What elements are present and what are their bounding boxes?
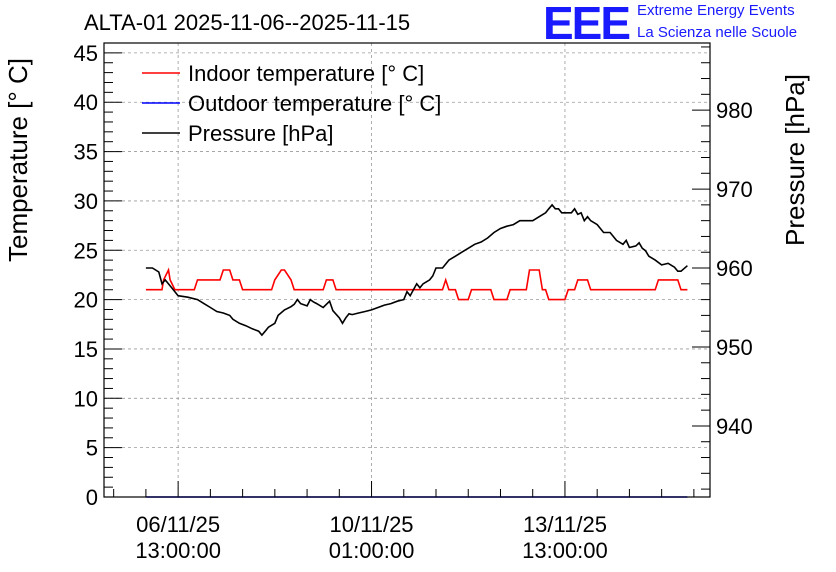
y-tick-label: 15 xyxy=(74,337,98,362)
y-tick-label: 40 xyxy=(74,90,98,115)
y-tick-label: 10 xyxy=(74,386,98,411)
y2-axis-label: Pressure [hPa] xyxy=(780,74,810,246)
y-tick-label: 5 xyxy=(86,436,98,461)
grid-lines xyxy=(104,43,710,497)
x-tick-label-date: 13/11/25 xyxy=(523,512,607,537)
y2-tick-label: 950 xyxy=(716,335,753,360)
legend-label: Indoor temperature [° C] xyxy=(188,61,424,86)
org-name-line2: La Scienza nelle Scuole xyxy=(637,24,798,41)
x-tick-label-date: 10/11/25 xyxy=(330,512,414,537)
y-tick-label: 25 xyxy=(74,238,98,263)
x-tick-label-date: 06/11/25 xyxy=(136,512,220,537)
y-tick-label: 45 xyxy=(74,41,98,66)
series-lines xyxy=(145,203,688,498)
axes: 0 5 10 15 20 25 30 35 40 45 940 950 960 970 980 06/11/2… xyxy=(3,41,810,563)
legend: Indoor temperature [° C] Outdoor temperat… xyxy=(142,61,441,146)
y-tick-label: 30 xyxy=(74,189,98,214)
org-name-line1: Extreme Energy Events xyxy=(637,2,795,19)
y-tick-label: 0 xyxy=(86,485,98,510)
y-tick-label: 35 xyxy=(74,140,98,165)
y2-tick-label: 960 xyxy=(716,256,753,281)
y-tick-label: 20 xyxy=(74,288,98,313)
series-line-0 xyxy=(145,267,688,301)
legend-label: Outdoor temperature [° C] xyxy=(188,91,441,116)
chart-title: ALTA-01 2025-11-06--2025-11-15 xyxy=(84,10,411,35)
y2-tick-label: 980 xyxy=(716,98,753,123)
legend-label: Pressure [hPa] xyxy=(188,121,334,146)
x-tick-label-time: 13:00:00 xyxy=(522,538,608,563)
y-axis-label: Temperature [° C] xyxy=(3,58,33,262)
y2-tick-label: 970 xyxy=(716,177,753,202)
x-tick-label-time: 01:00:00 xyxy=(329,538,415,563)
series-line-2 xyxy=(145,203,688,337)
y2-tick-label: 940 xyxy=(716,414,753,439)
x-tick-label-time: 13:00:00 xyxy=(135,538,221,563)
eee-logo: EEE xyxy=(543,0,631,49)
